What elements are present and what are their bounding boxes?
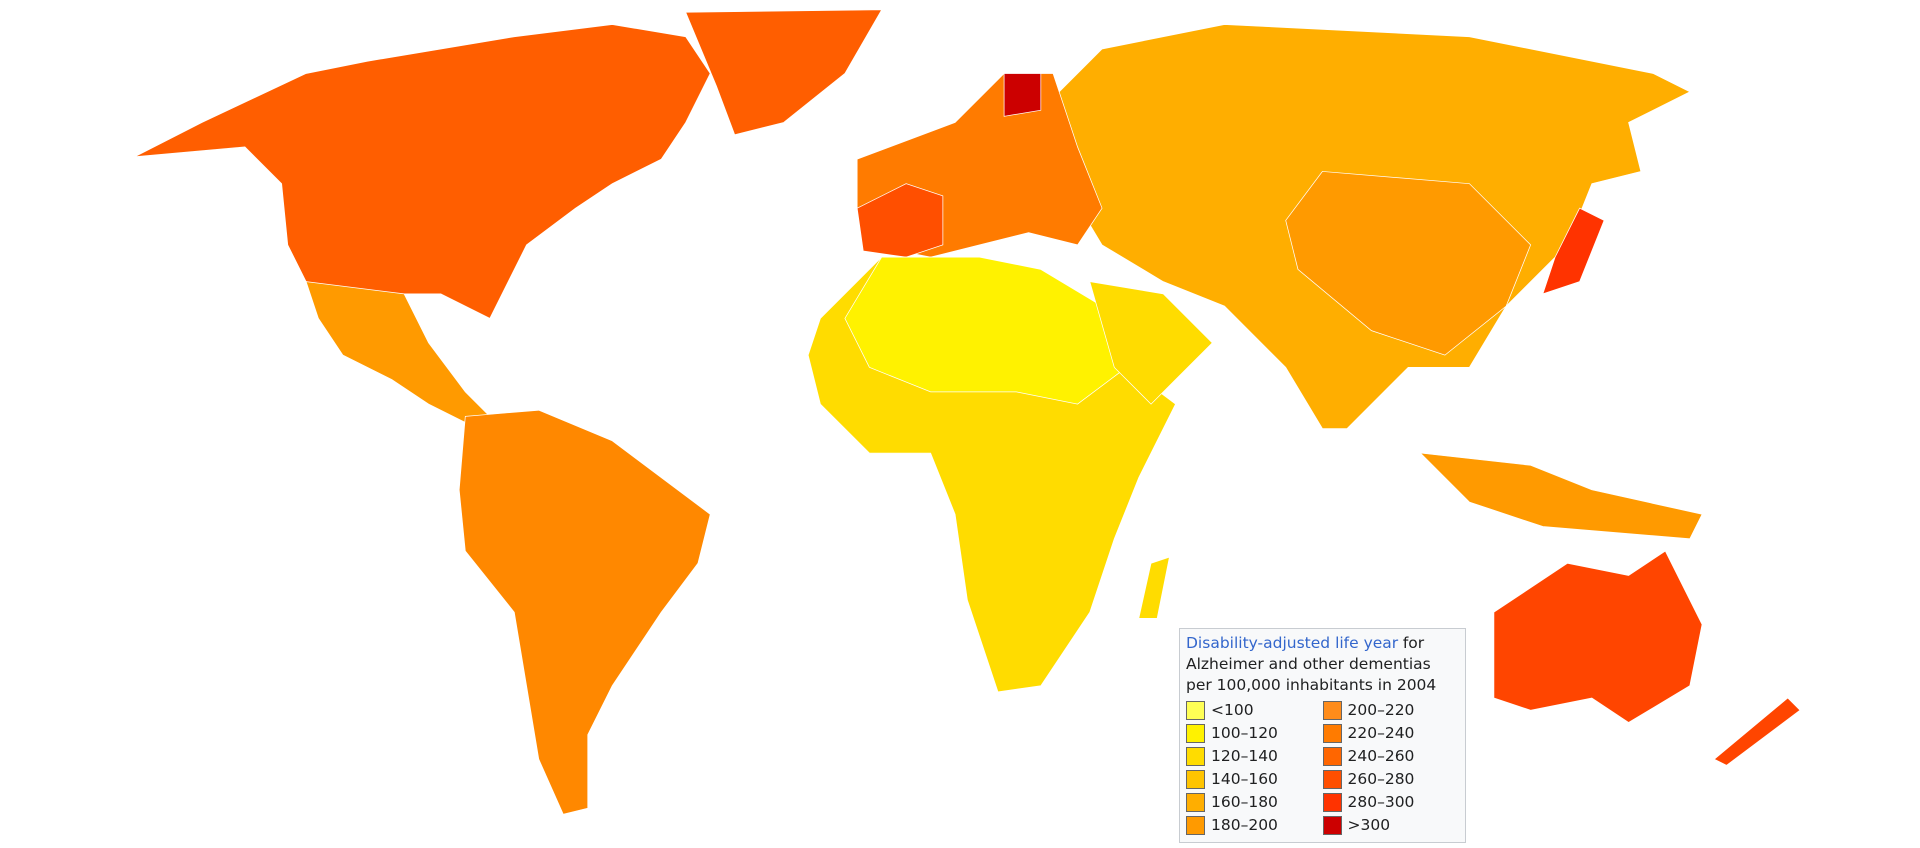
legend: Disability-adjusted life year for Alzheim…: [1179, 628, 1466, 843]
madagascar: [1138, 556, 1170, 619]
china: [1285, 171, 1532, 356]
legend-item: 140–160: [1186, 768, 1323, 791]
finland: [1003, 73, 1042, 117]
north-america: [134, 24, 711, 319]
legend-label: 200–220: [1347, 701, 1415, 719]
legend-item: <100: [1186, 699, 1323, 722]
legend-swatch: [1322, 793, 1342, 812]
legend-swatch: [1186, 701, 1205, 720]
north-africa: [844, 256, 1127, 405]
arabia: [1089, 281, 1213, 405]
legend-label: >300: [1347, 816, 1391, 834]
legend-swatch: [1322, 770, 1342, 789]
legend-item: 180–200: [1186, 814, 1323, 837]
legend-label: 280–300: [1347, 793, 1415, 811]
legend-item: 120–140: [1186, 745, 1323, 768]
legend-swatch: [1186, 724, 1205, 743]
australia: [1493, 550, 1703, 723]
legend-item: 200–220: [1322, 699, 1460, 722]
western-europe: [856, 183, 944, 258]
legend-label: 220–240: [1347, 724, 1415, 742]
legend-label: 120–140: [1211, 747, 1278, 765]
legend-item: 280–300: [1322, 791, 1460, 814]
legend-swatch: [1186, 770, 1205, 789]
legend-title-text: for Alzheimer and other dementias per 10…: [1186, 634, 1437, 694]
legend-label: 160–180: [1211, 793, 1278, 811]
legend-swatch: [1322, 747, 1342, 766]
legend-swatch: [1322, 816, 1342, 835]
legend-swatch: [1186, 816, 1205, 835]
legend-item: 160–180: [1186, 791, 1323, 814]
southeast-asia: [1419, 452, 1703, 540]
legend-title: Disability-adjusted life year for Alzheim…: [1186, 633, 1459, 696]
legend-item: 100–120: [1186, 722, 1323, 745]
legend-link[interactable]: Disability-adjusted life year: [1186, 634, 1399, 652]
legend-label: 240–260: [1347, 747, 1415, 765]
legend-item: >300: [1322, 814, 1460, 837]
legend-label: 100–120: [1211, 724, 1278, 742]
legend-item: 220–240: [1322, 722, 1460, 745]
legend-item: 240–260: [1322, 745, 1460, 768]
legend-swatch: [1186, 747, 1205, 766]
legend-swatch: [1322, 724, 1342, 743]
new-zealand: [1713, 697, 1801, 766]
south-america: [458, 409, 711, 815]
legend-items: <100 100–120 120–140 140–160 160–180 180–200 2…: [1186, 699, 1459, 837]
greenland: [685, 9, 883, 136]
legend-label: 260–280: [1347, 770, 1415, 788]
legend-label: 140–160: [1211, 770, 1278, 788]
legend-swatch: [1186, 793, 1205, 812]
legend-label: 180–200: [1211, 816, 1278, 834]
japan: [1542, 207, 1605, 295]
legend-item: 260–280: [1322, 768, 1460, 791]
legend-label: <100: [1211, 701, 1254, 719]
legend-swatch: [1322, 701, 1342, 720]
